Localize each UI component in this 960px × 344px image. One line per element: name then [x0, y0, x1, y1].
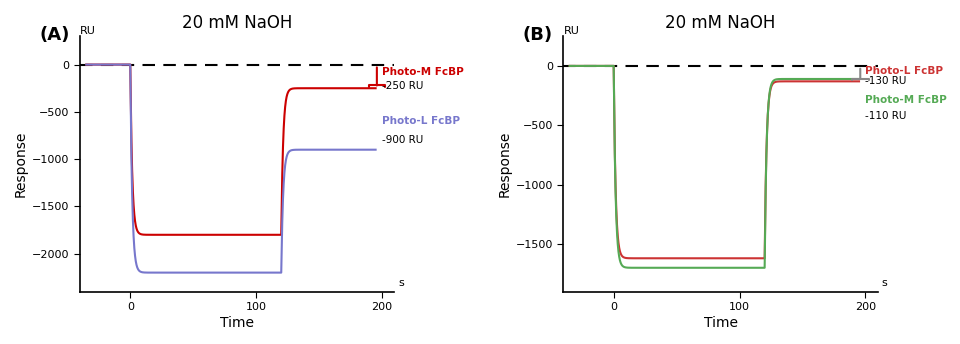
- Text: RU: RU: [564, 26, 579, 36]
- Text: -900 RU: -900 RU: [382, 135, 423, 145]
- Text: Photo-L FcBP: Photo-L FcBP: [865, 66, 944, 76]
- Text: Photo-M FcBP: Photo-M FcBP: [382, 67, 464, 77]
- Text: (B): (B): [522, 26, 553, 44]
- Title: 20 mM NaOH: 20 mM NaOH: [665, 14, 776, 32]
- Text: -130 RU: -130 RU: [865, 76, 906, 86]
- Text: Photo-M FcBP: Photo-M FcBP: [865, 95, 948, 105]
- Title: 20 mM NaOH: 20 mM NaOH: [182, 14, 293, 32]
- Y-axis label: Response: Response: [497, 131, 512, 197]
- Text: s: s: [398, 278, 404, 288]
- Y-axis label: Response: Response: [13, 131, 28, 197]
- Text: (A): (A): [39, 26, 69, 44]
- Text: -250 RU: -250 RU: [382, 81, 423, 92]
- Text: s: s: [881, 278, 887, 288]
- X-axis label: Time: Time: [220, 316, 254, 330]
- Text: Photo-L FcBP: Photo-L FcBP: [382, 116, 460, 126]
- Text: -110 RU: -110 RU: [865, 111, 906, 121]
- Text: RU: RU: [80, 26, 96, 36]
- X-axis label: Time: Time: [704, 316, 737, 330]
